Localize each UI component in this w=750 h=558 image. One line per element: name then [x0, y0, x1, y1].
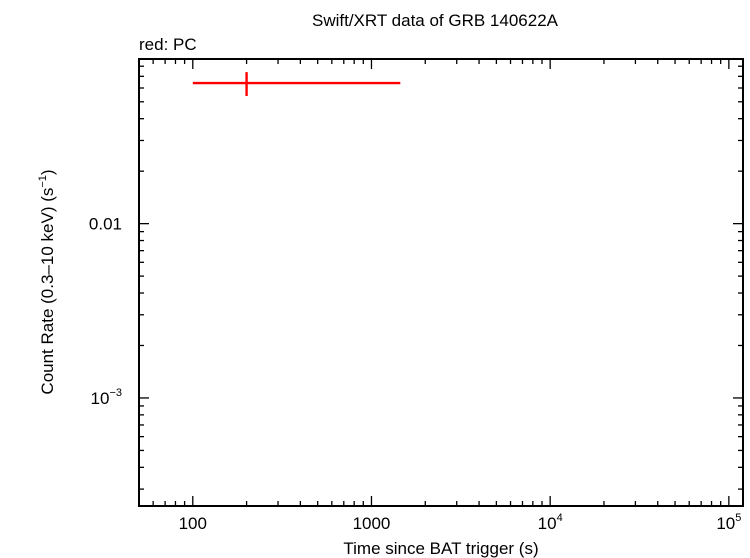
data-point	[192, 72, 401, 96]
axis-ticks	[138, 59, 743, 506]
chart-title: Swift/XRT data of GRB 140622A	[312, 11, 559, 30]
x-tick-label: 105	[716, 512, 741, 533]
y-axis-label: Count Rate (0.3–10 keV) (s−1)	[37, 169, 57, 394]
y-axis-label-main: Count Rate (0.3–10 keV) (s	[38, 188, 57, 395]
tick-labels: 100 1000 104 105 0.01 10−3	[89, 215, 741, 533]
x-tick-label: 104	[538, 512, 563, 533]
y-axis-label-sup: −1	[37, 175, 49, 188]
chart-subtitle: red: PC	[139, 35, 197, 54]
y-tick-label: 0.01	[89, 215, 122, 234]
plot-border	[138, 58, 744, 507]
x-axis-label: Time since BAT trigger (s)	[343, 539, 538, 558]
y-axis-label-tail: )	[38, 169, 57, 175]
data-points	[192, 72, 401, 96]
x-tick-label: 100	[179, 514, 207, 533]
plot-frame	[138, 58, 744, 507]
x-tick-label: 1000	[353, 514, 391, 533]
y-tick-label: 10−3	[91, 387, 122, 408]
